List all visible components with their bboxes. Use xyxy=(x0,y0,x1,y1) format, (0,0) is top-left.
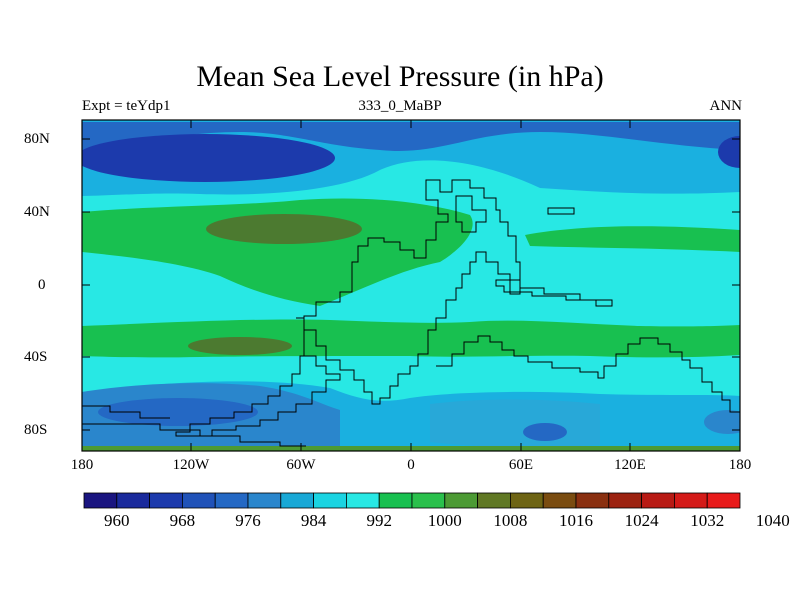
colorbar-label: 1040 xyxy=(755,511,790,530)
colorbar xyxy=(83,492,741,509)
colorbar-swatch xyxy=(674,492,708,509)
colorbar-label: 1024 xyxy=(624,511,659,530)
x-axis-ticks xyxy=(190,120,631,451)
time-label: 333_0_MaBP xyxy=(358,98,442,114)
field-north-core-west xyxy=(82,134,335,182)
colorbar-label: 976 xyxy=(235,511,261,530)
colorbar-swatch xyxy=(378,492,413,509)
colorbar-swatch xyxy=(608,492,642,509)
y-tick-label: 0 xyxy=(38,277,46,293)
coastlines xyxy=(82,179,740,447)
y-tick-label: 80N xyxy=(24,131,50,147)
colorbar-swatch xyxy=(641,492,675,509)
field-north-core-east xyxy=(718,136,740,168)
x-tick-label: 0 xyxy=(407,457,415,473)
colorbar-swatch xyxy=(247,492,282,509)
colorbar-swatch xyxy=(214,492,249,509)
colorbar-swatch xyxy=(149,492,183,509)
x-tick-label: 60W xyxy=(286,457,316,473)
colorbar-swatch xyxy=(444,492,478,509)
y-tick-label: 40S xyxy=(24,349,48,365)
field-south-low-east xyxy=(704,410,740,434)
field-south-low-center xyxy=(430,399,600,447)
field-north-low xyxy=(82,122,740,151)
y-tick-label: 80S xyxy=(24,422,48,438)
colorbar-label: 1008 xyxy=(493,511,528,530)
x-tick-label: 180 xyxy=(728,457,752,473)
colorbar-swatch xyxy=(542,492,577,509)
field-north-high-west xyxy=(82,198,473,306)
colorbar-swatch xyxy=(313,492,347,509)
y-tick-label: 40N xyxy=(24,204,50,220)
colorbar-swatch xyxy=(116,492,151,509)
pressure-field xyxy=(82,120,740,451)
colorbar-label: 984 xyxy=(300,511,327,530)
colorbar-swatch xyxy=(83,492,118,509)
season-label: ANN xyxy=(709,98,743,114)
x-tick-label: 180 xyxy=(70,457,94,473)
colorbar-swatch xyxy=(477,492,511,509)
colorbar-label: 1000 xyxy=(427,511,462,530)
colorbar-swatch xyxy=(411,492,446,509)
colorbar-label: 1016 xyxy=(559,511,593,530)
experiment-label: Expt = teYdp1 xyxy=(82,98,171,114)
x-tick-label: 120W xyxy=(172,457,210,473)
field-south-low-center-core xyxy=(523,423,567,441)
colorbar-label: 1032 xyxy=(690,511,725,530)
field-north-high-core xyxy=(206,214,362,244)
colorbar-swatch xyxy=(706,492,741,509)
x-tick-label: 120E xyxy=(614,457,646,473)
colorbar-swatch xyxy=(345,492,380,509)
x-tick-label: 60E xyxy=(508,457,534,473)
field-north-high-east xyxy=(525,226,740,252)
map-title: Mean Sea Level Pressure (in hPa) xyxy=(196,60,604,93)
colorbar-label: 968 xyxy=(169,511,196,530)
field-south-low-west-core xyxy=(98,398,258,426)
colorbar-swatch xyxy=(575,492,610,509)
colorbar-swatch xyxy=(509,492,544,509)
colorbar-label: 992 xyxy=(366,511,392,530)
colorbar-label: 960 xyxy=(104,511,130,530)
colorbar-swatch xyxy=(280,492,314,509)
colorbar-swatch xyxy=(181,492,216,509)
y-axis-ticks xyxy=(82,138,740,431)
field-south-high-core xyxy=(188,337,292,355)
